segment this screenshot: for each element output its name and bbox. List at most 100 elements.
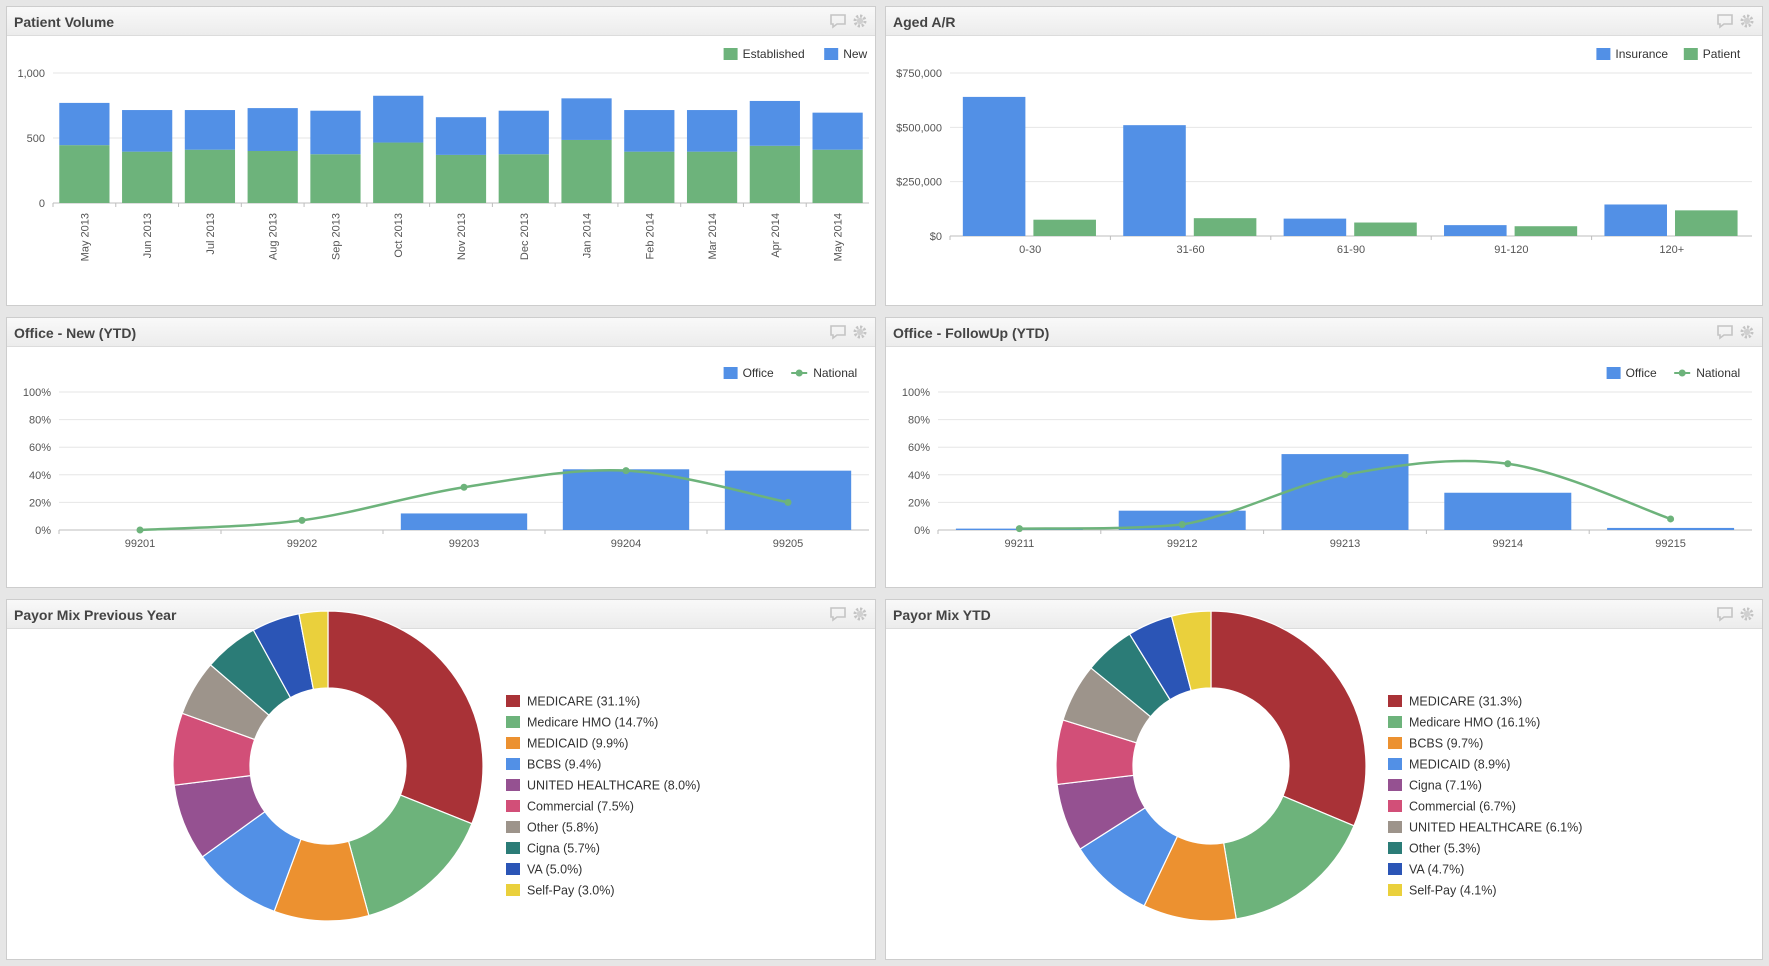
payor-mix-ytd-panel: Payor Mix YTD MEDICARE (31.3%) Medicare H… (885, 599, 1763, 960)
gear-icon[interactable] (1738, 605, 1756, 623)
legend-label: MEDICARE (31.3%) (1409, 695, 1522, 709)
legend-swatch (506, 779, 520, 791)
y-tick-label: 0 (39, 198, 45, 210)
x-tick-label: Mar 2014 (707, 213, 719, 259)
comment-icon[interactable] (829, 605, 847, 623)
legend-swatch (1388, 779, 1402, 791)
comment-icon[interactable] (1716, 323, 1734, 341)
x-tick-label: 99205 (773, 538, 804, 550)
bar-new (812, 112, 863, 150)
legend-label: Cigna (7.1%) (1409, 779, 1482, 793)
gear-icon[interactable] (1738, 12, 1756, 30)
bar-established (498, 154, 549, 203)
bar-established (561, 139, 612, 203)
x-tick-label: 99203 (449, 538, 480, 550)
panel-header: Office - New (YTD) (7, 318, 875, 347)
legend-label: Medicare HMO (14.7%) (527, 716, 658, 730)
pie-slice (1170, 610, 1212, 692)
legend-swatch (506, 863, 520, 875)
legend-swatch (1683, 48, 1698, 60)
panel-header: Patient Volume (7, 7, 875, 36)
national-point (1341, 471, 1349, 479)
x-tick-label: Apr 2014 (770, 213, 782, 258)
legend-swatch (1388, 842, 1402, 854)
bar-office (1607, 527, 1735, 530)
national-point (298, 516, 306, 524)
national-point (136, 526, 144, 534)
legend-swatch (824, 48, 839, 60)
x-tick-label: 99214 (1493, 538, 1524, 550)
x-tick-label: 99201 (125, 538, 156, 550)
legend-label: MEDICAID (8.9%) (1409, 758, 1510, 772)
y-tick-label: $0 (930, 231, 942, 243)
comment-icon[interactable] (1716, 12, 1734, 30)
bar-established (686, 151, 738, 203)
bar-office (1118, 510, 1246, 530)
pie-slice (327, 610, 484, 825)
national-point (622, 467, 630, 475)
x-tick-label: 91-120 (1494, 244, 1528, 256)
panel-title: Office - New (YTD) (14, 325, 137, 341)
x-tick-label: 99204 (611, 538, 642, 550)
y-tick-label: 100% (902, 387, 930, 399)
bar-established (373, 142, 424, 203)
legend-swatch (1388, 884, 1402, 896)
legend-label: Medicare HMO (16.1%) (1409, 716, 1540, 730)
legend-label: Other (5.3%) (1409, 842, 1481, 856)
legend-label: Other (5.8%) (527, 821, 599, 835)
legend-label: VA (5.0%) (527, 863, 582, 877)
comment-icon[interactable] (829, 323, 847, 341)
bar-patient (1193, 218, 1257, 236)
gear-icon[interactable] (851, 12, 869, 30)
panel-title: Aged A/R (893, 14, 956, 30)
panel-header: Aged A/R (886, 7, 1762, 36)
legend-swatch (1606, 367, 1621, 379)
bar-established (624, 151, 675, 203)
panel-header: Office - FollowUp (YTD) (886, 318, 1762, 347)
y-tick-label: $250,000 (896, 177, 942, 189)
x-tick-label: 99211 (1005, 538, 1035, 550)
comment-icon[interactable] (829, 12, 847, 30)
bar-new (122, 110, 173, 152)
legend-label: Insurance (1615, 47, 1668, 61)
bar-established (59, 145, 110, 203)
payor-mix-previous-panel: Payor Mix Previous Year MEDICARE (31.1%)… (6, 599, 876, 960)
x-tick-label: Dec 2013 (519, 213, 531, 260)
y-tick-label: 0% (914, 525, 930, 537)
legend-swatch (1388, 758, 1402, 770)
legend-swatch (723, 367, 738, 379)
legend-swatch (506, 884, 520, 896)
legend-label: Self-Pay (4.1%) (1409, 884, 1497, 898)
bar-patient (1514, 226, 1578, 236)
y-tick-label: $750,000 (896, 68, 942, 80)
bar-new (59, 102, 110, 146)
bar-established (122, 151, 173, 203)
pie-slice (1210, 610, 1367, 827)
bar-new (498, 110, 549, 155)
patient-volume-panel: Patient Volume 0 500 1,000 New Established Ma… (6, 6, 876, 306)
x-tick-label: Oct 2013 (393, 213, 405, 258)
legend-label: Office (1626, 366, 1657, 380)
legend-swatch (506, 758, 520, 770)
legend-swatch (1388, 695, 1402, 707)
x-tick-label: 99202 (287, 538, 318, 550)
legend-swatch (1388, 716, 1402, 728)
gear-icon[interactable] (851, 605, 869, 623)
legend-label: UNITED HEALTHCARE (8.0%) (527, 779, 700, 793)
aged-ar-panel: Aged A/R $0 $250,000 $500,000 $750,000 Patie… (885, 6, 1763, 306)
legend-label: Self-Pay (3.0%) (527, 884, 615, 898)
x-tick-label: Feb 2014 (644, 213, 656, 259)
comment-icon[interactable] (1716, 605, 1734, 623)
legend-swatch (1388, 863, 1402, 875)
pie-slice (298, 610, 329, 691)
gear-icon[interactable] (1738, 323, 1756, 341)
x-tick-label: 99215 (1655, 538, 1686, 550)
bar-established (247, 151, 298, 203)
bar-new (373, 95, 424, 143)
office-followup-panel: Office - FollowUp (YTD) 0% 20% 40% 60% 80% 10… (885, 317, 1763, 588)
bar-patient (1354, 222, 1417, 236)
legend-label: MEDICARE (31.1%) (527, 695, 640, 709)
y-tick-label: 60% (908, 442, 930, 454)
gear-icon[interactable] (851, 323, 869, 341)
bar-new (184, 110, 236, 150)
